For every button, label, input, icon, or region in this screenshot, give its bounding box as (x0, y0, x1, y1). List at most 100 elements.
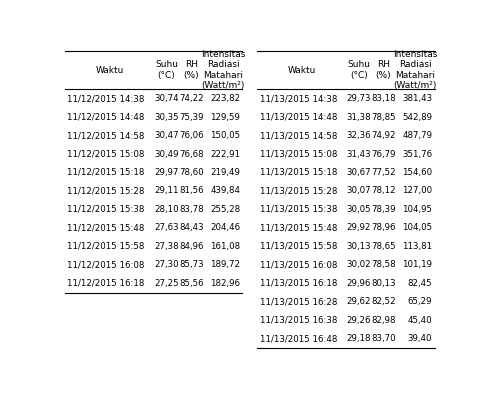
Text: 381,43: 381,43 (402, 94, 432, 103)
Text: 83,70: 83,70 (371, 334, 396, 343)
Text: 351,76: 351,76 (402, 150, 432, 158)
Text: 30,49: 30,49 (154, 150, 179, 158)
Text: 104,95: 104,95 (402, 205, 432, 214)
Text: RH
(%): RH (%) (376, 60, 392, 80)
Text: 29,97: 29,97 (154, 168, 179, 177)
Text: 11/12/2015 15:58: 11/12/2015 15:58 (67, 242, 145, 251)
Text: 30,67: 30,67 (346, 168, 371, 177)
Text: 78,85: 78,85 (371, 113, 396, 121)
Text: 85,73: 85,73 (179, 260, 203, 269)
Text: 84,43: 84,43 (179, 223, 203, 232)
Text: 11/12/2015 15:38: 11/12/2015 15:38 (67, 205, 145, 214)
Text: 11/12/2015 16:18: 11/12/2015 16:18 (67, 279, 145, 288)
Text: 28,10: 28,10 (154, 205, 179, 214)
Text: 11/13/2015 14:58: 11/13/2015 14:58 (259, 131, 337, 140)
Text: 78,12: 78,12 (371, 187, 396, 195)
Text: 29,11: 29,11 (154, 187, 179, 195)
Text: 30,13: 30,13 (346, 242, 371, 251)
Text: 11/13/2015 15:58: 11/13/2015 15:58 (259, 242, 337, 251)
Text: 30,74: 30,74 (154, 94, 179, 103)
Text: 45,40: 45,40 (408, 316, 432, 325)
Text: 11/13/2015 15:48: 11/13/2015 15:48 (259, 223, 337, 232)
Text: 11/13/2015 15:08: 11/13/2015 15:08 (259, 150, 337, 158)
Text: 439,84: 439,84 (210, 187, 240, 195)
Text: 76,68: 76,68 (179, 150, 203, 158)
Text: 11/13/2015 15:18: 11/13/2015 15:18 (259, 168, 337, 177)
Text: 39,40: 39,40 (408, 334, 432, 343)
Text: 30,05: 30,05 (346, 205, 371, 214)
Text: RH
(%): RH (%) (184, 60, 199, 80)
Text: 11/13/2015 14:38: 11/13/2015 14:38 (259, 94, 337, 103)
Text: 11/13/2015 16:08: 11/13/2015 16:08 (259, 260, 337, 269)
Text: 30,47: 30,47 (154, 131, 179, 140)
Text: 11/12/2015 15:18: 11/12/2015 15:18 (67, 168, 145, 177)
Text: 78,96: 78,96 (371, 223, 396, 232)
Text: 82,98: 82,98 (371, 316, 396, 325)
Text: 113,81: 113,81 (402, 242, 432, 251)
Text: 11/12/2015 14:48: 11/12/2015 14:48 (67, 113, 145, 121)
Text: 31,38: 31,38 (346, 113, 371, 121)
Text: 82,45: 82,45 (408, 279, 432, 288)
Text: 83,18: 83,18 (371, 94, 396, 103)
Text: 11/12/2015 16:08: 11/12/2015 16:08 (67, 260, 145, 269)
Text: Suhu
(°C): Suhu (°C) (155, 60, 178, 80)
Text: 30,35: 30,35 (154, 113, 179, 121)
Text: 29,26: 29,26 (346, 316, 371, 325)
Text: 83,78: 83,78 (179, 205, 203, 214)
Text: 74,22: 74,22 (179, 94, 203, 103)
Text: 65,29: 65,29 (408, 297, 432, 306)
Text: 29,73: 29,73 (346, 94, 371, 103)
Text: 542,89: 542,89 (402, 113, 432, 121)
Text: 222,91: 222,91 (210, 150, 240, 158)
Text: 11/13/2015 16:48: 11/13/2015 16:48 (259, 334, 337, 343)
Text: 81,56: 81,56 (179, 187, 203, 195)
Text: 32,36: 32,36 (346, 131, 371, 140)
Text: 76,06: 76,06 (179, 131, 203, 140)
Text: 11/13/2015 14:48: 11/13/2015 14:48 (259, 113, 337, 121)
Text: 11/13/2015 15:28: 11/13/2015 15:28 (259, 187, 337, 195)
Text: 78,58: 78,58 (371, 260, 396, 269)
Text: 127,00: 127,00 (402, 187, 432, 195)
Text: 27,38: 27,38 (154, 242, 179, 251)
Text: 487,79: 487,79 (402, 131, 432, 140)
Text: 189,72: 189,72 (210, 260, 240, 269)
Text: 11/12/2015 14:38: 11/12/2015 14:38 (67, 94, 145, 103)
Text: 150,05: 150,05 (210, 131, 240, 140)
Text: Intensitas
Radiasi
Matahari
(Watt/m²): Intensitas Radiasi Matahari (Watt/m²) (201, 50, 245, 90)
Text: 82,52: 82,52 (371, 297, 396, 306)
Text: 27,30: 27,30 (154, 260, 179, 269)
Text: Suhu
(°C): Suhu (°C) (347, 60, 370, 80)
Text: 204,46: 204,46 (210, 223, 240, 232)
Text: 78,39: 78,39 (371, 205, 396, 214)
Text: 29,92: 29,92 (346, 223, 371, 232)
Text: 30,07: 30,07 (346, 187, 371, 195)
Text: 11/12/2015 15:08: 11/12/2015 15:08 (67, 150, 145, 158)
Text: 74,92: 74,92 (371, 131, 396, 140)
Text: 11/13/2015 16:28: 11/13/2015 16:28 (259, 297, 337, 306)
Text: 11/12/2015 15:28: 11/12/2015 15:28 (67, 187, 145, 195)
Text: 31,43: 31,43 (346, 150, 371, 158)
Text: 219,49: 219,49 (210, 168, 240, 177)
Text: 27,63: 27,63 (154, 223, 179, 232)
Text: 75,39: 75,39 (179, 113, 203, 121)
Text: 78,60: 78,60 (179, 168, 203, 177)
Text: 255,28: 255,28 (210, 205, 240, 214)
Text: 11/13/2015 16:18: 11/13/2015 16:18 (259, 279, 337, 288)
Text: 85,56: 85,56 (179, 279, 203, 288)
Text: Waktu: Waktu (288, 66, 316, 74)
Text: 129,59: 129,59 (210, 113, 240, 121)
Text: 27,25: 27,25 (154, 279, 179, 288)
Text: 29,96: 29,96 (346, 279, 371, 288)
Text: 80,13: 80,13 (371, 279, 396, 288)
Text: Waktu: Waktu (96, 66, 124, 74)
Text: 223,82: 223,82 (210, 94, 240, 103)
Text: 78,65: 78,65 (371, 242, 396, 251)
Text: 104,05: 104,05 (402, 223, 432, 232)
Text: 182,96: 182,96 (210, 279, 240, 288)
Text: 30,02: 30,02 (346, 260, 371, 269)
Text: 11/13/2015 16:38: 11/13/2015 16:38 (259, 316, 337, 325)
Text: 84,96: 84,96 (179, 242, 203, 251)
Text: 77,52: 77,52 (371, 168, 396, 177)
Text: 161,08: 161,08 (210, 242, 240, 251)
Text: 154,60: 154,60 (402, 168, 432, 177)
